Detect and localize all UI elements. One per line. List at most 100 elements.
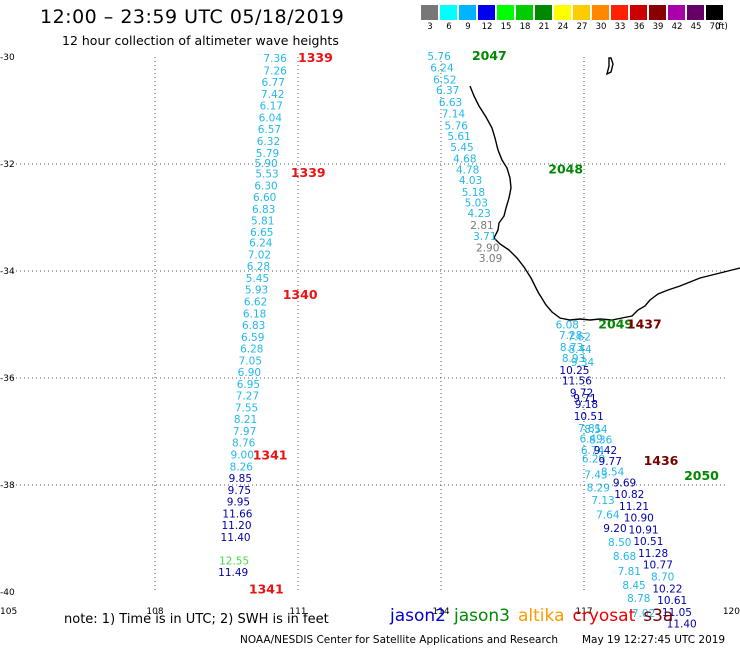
wave-height-value: 4.68 bbox=[453, 154, 476, 166]
wave-height-value: 6.49 bbox=[579, 433, 602, 445]
legend-label: 15 bbox=[500, 22, 512, 32]
wave-height-value: 5.93 bbox=[245, 285, 268, 297]
wave-height-value: 8.29 bbox=[587, 483, 610, 495]
wave-height-value: 9.42 bbox=[594, 445, 617, 457]
wave-height-value: 10.22 bbox=[652, 583, 682, 595]
wave-height-value: 12.55 bbox=[219, 555, 249, 567]
lat-tick-label: -30 bbox=[0, 53, 15, 63]
wave-height-value: 7.97 bbox=[233, 426, 256, 438]
legend-unit: (ft) bbox=[715, 22, 728, 32]
wave-height-value: 9.00 bbox=[231, 450, 254, 462]
wave-height-value: 6.90 bbox=[238, 367, 261, 379]
wave-height-value: 6.32 bbox=[257, 136, 280, 148]
wave-height-value: 8.73 bbox=[560, 342, 583, 354]
wave-height-value: 7.14 bbox=[442, 109, 466, 121]
wave-height-value: 10.51 bbox=[633, 536, 663, 548]
wave-height-value: 7.02 bbox=[248, 249, 271, 261]
wave-height-value: 4.78 bbox=[456, 164, 479, 176]
wave-height-value: 8.70 bbox=[651, 571, 674, 583]
wave-height-value: 10.82 bbox=[614, 489, 644, 501]
wave-height-value: 9.77 bbox=[599, 456, 622, 468]
legend-swatch bbox=[554, 5, 571, 20]
wave-height-value: 10.51 bbox=[574, 411, 604, 423]
wave-height-value: 6.29 bbox=[582, 453, 605, 465]
satellite-name: jason2 bbox=[390, 606, 446, 626]
wave-height-value: 9.34 bbox=[571, 357, 595, 369]
lat-tick-label: -34 bbox=[0, 267, 15, 277]
lon-tick-label: 111 bbox=[289, 607, 306, 617]
legend-swatch bbox=[668, 5, 685, 20]
wave-height-value: 10.77 bbox=[643, 560, 673, 572]
wave-height-value: 6.63 bbox=[439, 97, 462, 109]
legend-swatch bbox=[535, 5, 552, 20]
lat-tick-label: -32 bbox=[0, 160, 15, 170]
wave-height-value: 6.95 bbox=[237, 379, 260, 391]
wave-height-value: 6.18 bbox=[243, 308, 266, 320]
legend-swatch bbox=[573, 5, 590, 20]
wave-height-value: 5.76 bbox=[445, 120, 469, 132]
wave-height-value: 3.09 bbox=[479, 253, 502, 265]
wave-height-value: 6.30 bbox=[254, 180, 277, 192]
wave-height-value: 11.21 bbox=[619, 501, 649, 513]
legend-swatch bbox=[516, 5, 533, 20]
wave-height-value: 6.65 bbox=[250, 227, 273, 239]
wave-height-value: 2.81 bbox=[470, 220, 493, 232]
wave-height-value: 7.28 bbox=[559, 330, 582, 342]
track-number: 2050 bbox=[684, 468, 719, 483]
lon-tick-label: 114 bbox=[432, 607, 449, 617]
legend-label: 18 bbox=[519, 22, 531, 32]
wave-height-value: 8.21 bbox=[234, 414, 257, 426]
legend-swatch bbox=[630, 5, 647, 20]
wave-height-value: 9.75 bbox=[228, 485, 251, 497]
legend-swatch bbox=[592, 5, 609, 20]
wave-height-value: 7.36 bbox=[263, 53, 287, 65]
wave-height-value: 11.66 bbox=[222, 508, 252, 520]
wave-height-value: 5.81 bbox=[251, 216, 274, 228]
wave-height-value: 5.76 bbox=[427, 51, 451, 63]
wave-height-value: 5.45 bbox=[246, 273, 269, 285]
map-title: 12:00 – 23:59 UTC 05/18/2019 bbox=[40, 6, 345, 28]
wave-height-value: 9.20 bbox=[603, 523, 626, 535]
wave-height-value: 8.36 bbox=[589, 435, 613, 447]
legend-swatch bbox=[649, 5, 666, 20]
wave-height-value: 7.81 bbox=[618, 566, 641, 578]
footer-note: note: 1) Time is in UTC; 2) SWH is in fe… bbox=[64, 612, 329, 627]
wave-height-value: 3.71 bbox=[473, 231, 496, 243]
wave-height-value: 5.45 bbox=[450, 142, 473, 154]
wave-height-value: 8.45 bbox=[622, 580, 645, 592]
wave-height-value: 7.55 bbox=[235, 402, 258, 414]
wave-height-value: 8.68 bbox=[613, 551, 636, 563]
wave-height-value: 7.02 bbox=[632, 608, 655, 620]
satellite-legend: jason2 jason3 altika cryosat s3a bbox=[390, 606, 681, 626]
wave-height-value: 7.64 bbox=[596, 509, 620, 521]
track-number: 1436 bbox=[644, 453, 679, 468]
wave-height-value: 6.57 bbox=[258, 124, 281, 136]
wave-height-value: 7.42 bbox=[261, 89, 284, 101]
wave-height-value: 8.93 bbox=[562, 353, 585, 365]
wave-height-value: 6.77 bbox=[262, 77, 285, 89]
wave-height-value: 9.95 bbox=[227, 497, 250, 509]
wave-height-value: 6.74 bbox=[581, 445, 605, 457]
wave-height-value: 6.59 bbox=[241, 332, 264, 344]
legend-swatch bbox=[478, 5, 495, 20]
wave-height-value: 8.54 bbox=[584, 424, 608, 436]
satellite-name: cryosat bbox=[572, 606, 636, 626]
lon-tick-label: 108 bbox=[146, 607, 163, 617]
wave-height-value: 6.24 bbox=[249, 238, 273, 250]
wave-height-value: 6.17 bbox=[260, 101, 283, 113]
legend-label: 42 bbox=[671, 22, 683, 32]
wave-height-value: 11.28 bbox=[638, 548, 668, 560]
wave-height-value: 9.69 bbox=[613, 477, 636, 489]
wave-height-value: 6.04 bbox=[259, 112, 283, 124]
wave-height-value: 7.05 bbox=[239, 355, 262, 367]
legend-label: 24 bbox=[557, 22, 569, 32]
wave-height-value: 6.83 bbox=[252, 204, 275, 216]
legend-swatch bbox=[611, 5, 628, 20]
wave-height-value: 6.52 bbox=[433, 74, 456, 86]
wave-height-value: 5.03 bbox=[465, 198, 488, 210]
wave-height-value: 9.18 bbox=[575, 399, 598, 411]
legend-swatch bbox=[421, 5, 438, 20]
wave-height-value: 7.26 bbox=[263, 65, 287, 77]
